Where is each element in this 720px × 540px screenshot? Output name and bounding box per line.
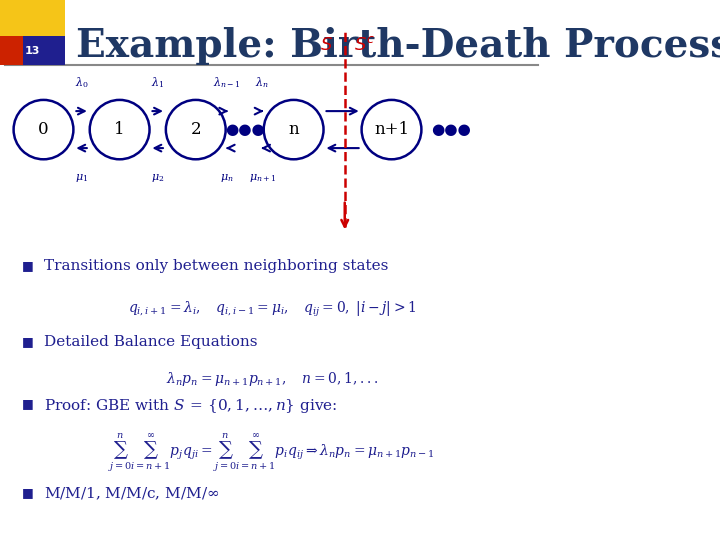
Text: 0: 0 (38, 121, 49, 138)
Text: $\mu_{n+1}$: $\mu_{n+1}$ (248, 172, 276, 184)
Text: $\mu_n$: $\mu_n$ (220, 172, 234, 184)
Text: ■: ■ (22, 397, 34, 410)
Text: $S$: $S$ (320, 36, 333, 54)
Text: 1: 1 (114, 121, 125, 138)
Circle shape (90, 100, 150, 159)
Text: $\lambda_1$: $\lambda_1$ (151, 75, 164, 90)
Text: $\lambda_0$: $\lambda_0$ (75, 75, 89, 90)
Text: ■: ■ (22, 335, 34, 348)
Text: $\mu_1$: $\mu_1$ (75, 172, 88, 184)
Text: $\lambda_n$: $\lambda_n$ (256, 75, 269, 90)
Text: 2: 2 (190, 121, 201, 138)
Text: $q_{i,i+1} = \lambda_i, \quad q_{i,i-1} = \mu_i, \quad q_{ij} = 0, \; |i-j|>1$: $q_{i,i+1} = \lambda_i, \quad q_{i,i-1} … (127, 300, 416, 319)
Text: ●●●: ●●● (431, 122, 471, 137)
Text: n+1: n+1 (374, 121, 409, 138)
Text: Example: Birth-Death Process: Example: Birth-Death Process (76, 27, 720, 65)
Text: Proof: GBE with $S\,=\,\{0,1,\ldots,n\}$ give:: Proof: GBE with $S\,=\,\{0,1,\ldots,n\}$… (43, 397, 337, 415)
FancyBboxPatch shape (22, 36, 65, 65)
Circle shape (361, 100, 421, 159)
Text: $\mu_2$: $\mu_2$ (151, 172, 164, 184)
Circle shape (14, 100, 73, 159)
FancyBboxPatch shape (0, 36, 22, 65)
Text: $\lambda_n p_n = \mu_{n+1} p_{n+1}, \quad n = 0,1,...$: $\lambda_n p_n = \mu_{n+1} p_{n+1}, \qua… (166, 370, 378, 388)
FancyBboxPatch shape (0, 0, 65, 65)
Text: Transitions only between neighboring states: Transitions only between neighboring sta… (43, 259, 388, 273)
Text: ●●●: ●●● (225, 122, 264, 137)
Text: $S^c$: $S^c$ (354, 36, 375, 54)
Text: Detailed Balance Equations: Detailed Balance Equations (43, 335, 257, 349)
Text: ■: ■ (22, 486, 34, 499)
Circle shape (264, 100, 323, 159)
Circle shape (166, 100, 225, 159)
Text: $\lambda_{n-1}$: $\lambda_{n-1}$ (213, 75, 241, 90)
Text: M/M/1, M/M/c, M/M/$\infty$: M/M/1, M/M/c, M/M/$\infty$ (43, 486, 219, 502)
Text: 13: 13 (24, 45, 40, 56)
Text: $\sum_{j=0}^{n}\sum_{i=n+1}^{\infty} p_j q_{ji} = \sum_{j=0}^{n}\sum_{i=n+1}^{\i: $\sum_{j=0}^{n}\sum_{i=n+1}^{\infty} p_j… (109, 432, 436, 475)
Text: ■: ■ (22, 259, 34, 272)
Text: n: n (288, 121, 299, 138)
